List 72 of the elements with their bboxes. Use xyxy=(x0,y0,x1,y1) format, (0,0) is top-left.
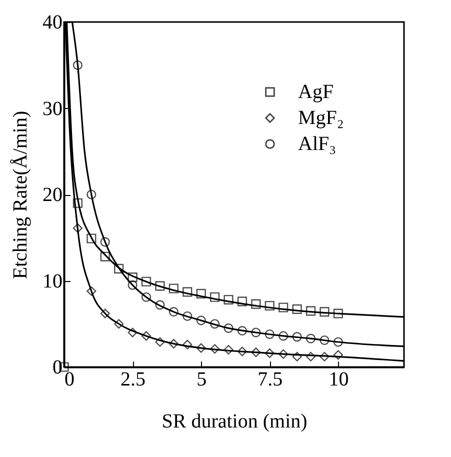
point xyxy=(86,234,96,244)
point xyxy=(196,288,206,298)
point xyxy=(306,306,316,316)
point xyxy=(182,311,192,321)
point xyxy=(196,316,206,326)
point xyxy=(333,337,343,347)
point xyxy=(264,300,274,311)
point xyxy=(210,344,220,354)
point xyxy=(306,334,316,344)
point xyxy=(237,326,248,336)
point xyxy=(128,272,138,282)
point xyxy=(100,308,110,318)
x-tick-label: 2.5 xyxy=(120,368,146,390)
point xyxy=(155,300,165,310)
point xyxy=(333,308,343,318)
legend-label: MgF₂ xyxy=(298,107,344,129)
point xyxy=(155,281,165,291)
point xyxy=(72,60,82,70)
x-tick-label: 5 xyxy=(196,368,207,390)
point xyxy=(168,307,178,317)
point xyxy=(224,323,234,333)
point xyxy=(141,292,152,302)
point xyxy=(141,331,152,341)
point xyxy=(278,331,288,341)
legend-label: AlF₃ xyxy=(298,133,336,155)
point xyxy=(168,284,178,294)
point xyxy=(251,348,261,358)
point xyxy=(182,287,192,297)
x-axis-title: SR duration (min) xyxy=(162,410,308,432)
y-axis-title: Etching Rate(Å/min) xyxy=(10,110,32,280)
point xyxy=(224,344,234,355)
point xyxy=(320,335,330,346)
point xyxy=(237,346,248,356)
point xyxy=(237,296,248,306)
point xyxy=(114,319,124,329)
legend-label: AgF xyxy=(298,81,334,103)
point xyxy=(278,302,288,312)
point xyxy=(306,352,316,362)
point xyxy=(128,280,138,290)
point xyxy=(224,294,234,305)
point xyxy=(333,350,343,360)
point xyxy=(251,328,261,338)
point xyxy=(264,348,274,358)
y-tick-label: 10 xyxy=(42,270,62,292)
point xyxy=(100,252,110,262)
point xyxy=(141,276,152,286)
point xyxy=(100,237,110,247)
point xyxy=(168,338,178,348)
x-tick-label: 10 xyxy=(328,368,349,390)
x-tick-label: 7.5 xyxy=(258,368,283,390)
point xyxy=(320,352,330,362)
point xyxy=(292,304,302,314)
point xyxy=(72,198,82,208)
point xyxy=(292,332,302,342)
point xyxy=(292,352,302,362)
point xyxy=(72,223,82,233)
point xyxy=(278,349,288,359)
y-tick-label: 30 xyxy=(42,98,62,120)
point xyxy=(210,292,220,302)
point xyxy=(210,319,220,329)
point xyxy=(196,343,206,353)
point xyxy=(182,340,192,350)
point xyxy=(320,307,330,317)
point xyxy=(86,286,96,296)
y-tick-label: 40 xyxy=(42,12,62,34)
point xyxy=(128,328,138,338)
point xyxy=(114,264,124,274)
point xyxy=(264,329,274,339)
point xyxy=(155,337,165,347)
y-tick-label: 20 xyxy=(42,184,62,206)
point xyxy=(251,299,261,309)
point xyxy=(86,190,96,200)
